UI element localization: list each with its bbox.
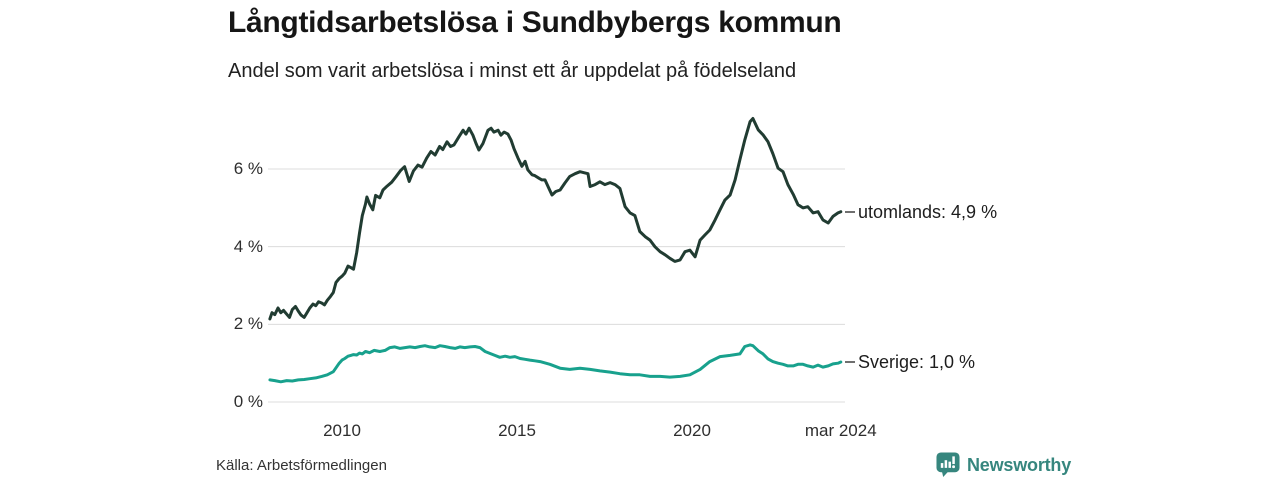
x-tick-label-2020: 2020 bbox=[673, 421, 711, 440]
newsworthy-logo[interactable]: Newsworthy bbox=[936, 452, 1071, 478]
sverige-line bbox=[268, 343, 843, 384]
sverige-label-text: Sverige: 1,0 % bbox=[858, 352, 976, 372]
chart-subtitle: Andel som varit arbetslösa i minst ett å… bbox=[228, 60, 797, 82]
sverige-leader-dash bbox=[845, 361, 855, 363]
page-title: Långtidsarbetslösa i Sundbybergs kommun bbox=[228, 6, 842, 39]
utomlands-line bbox=[268, 117, 843, 321]
newsworthy-logo-icon bbox=[936, 452, 960, 477]
sverige-label: Sverige: 1,0 % bbox=[845, 350, 975, 374]
x-tick-label-2015: 2015 bbox=[498, 421, 536, 440]
y-tick-label-4: 4 % bbox=[233, 236, 263, 256]
newsworthy-logo-text: Newsworthy bbox=[967, 454, 1072, 475]
utomlands-leader-dash bbox=[845, 210, 855, 213]
y-tick-label-0: 0 % bbox=[233, 392, 263, 411]
x-tick-label-mar-2024: mar 2024 bbox=[804, 421, 877, 440]
x-tick-label-2010: 2010 bbox=[323, 421, 361, 440]
utomlands-label: utomlands: 4,9 % bbox=[845, 200, 997, 224]
utomlands-label-text: utomlands: 4,9 % bbox=[858, 201, 998, 222]
source-note: Källa: Arbetsförmedlingen bbox=[216, 457, 387, 474]
y-tick-label-2: 2 % bbox=[233, 314, 263, 334]
y-tick-label-6: 6 % bbox=[233, 159, 263, 179]
